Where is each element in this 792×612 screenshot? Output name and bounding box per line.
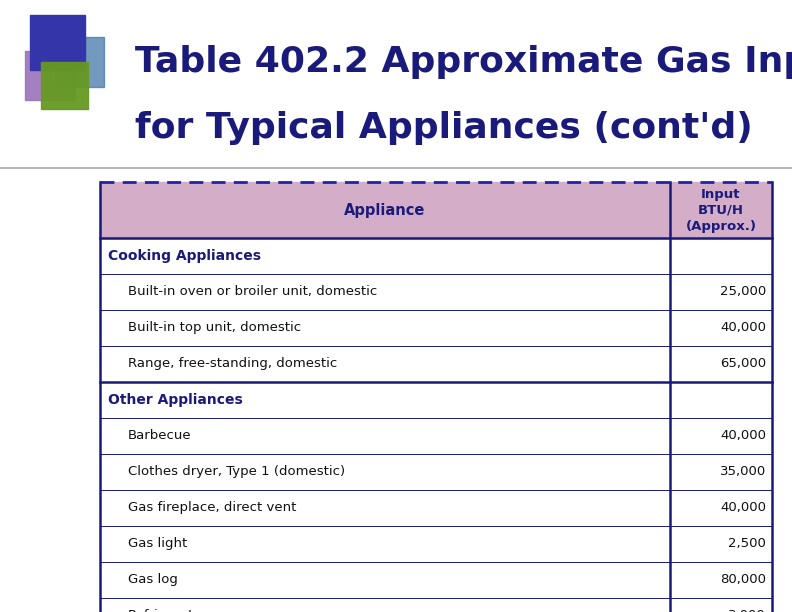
Text: for Typical Appliances (cont'd): for Typical Appliances (cont'd) — [135, 111, 752, 145]
Text: 2,500: 2,500 — [728, 537, 766, 551]
Bar — [100, 182, 772, 238]
Text: Other Appliances: Other Appliances — [108, 393, 243, 407]
Text: 3,000: 3,000 — [729, 610, 766, 612]
Text: 65,000: 65,000 — [720, 357, 766, 370]
Text: Input
BTU/H
(Approx.): Input BTU/H (Approx.) — [686, 187, 756, 233]
Text: Built-in oven or broiler unit, domestic: Built-in oven or broiler unit, domestic — [128, 286, 377, 299]
Text: 35,000: 35,000 — [720, 466, 766, 479]
Bar — [30, 15, 85, 70]
Text: Table 402.2 Approximate Gas Input: Table 402.2 Approximate Gas Input — [135, 45, 792, 79]
Text: 80,000: 80,000 — [720, 573, 766, 586]
Bar — [25, 51, 74, 100]
Text: Gas light: Gas light — [128, 537, 187, 551]
Text: Clothes dryer, Type 1 (domestic): Clothes dryer, Type 1 (domestic) — [128, 466, 345, 479]
Text: Built-in top unit, domestic: Built-in top unit, domestic — [128, 321, 301, 335]
Bar — [55, 37, 105, 86]
Text: Range, free-standing, domestic: Range, free-standing, domestic — [128, 357, 337, 370]
Text: 40,000: 40,000 — [720, 501, 766, 515]
Text: Cooking Appliances: Cooking Appliances — [108, 249, 261, 263]
Text: 25,000: 25,000 — [720, 286, 766, 299]
Text: 40,000: 40,000 — [720, 430, 766, 442]
Text: Appliance: Appliance — [345, 203, 425, 217]
Text: 40,000: 40,000 — [720, 321, 766, 335]
Text: Refrigerator: Refrigerator — [128, 610, 208, 612]
Text: Gas log: Gas log — [128, 573, 178, 586]
Text: Barbecue: Barbecue — [128, 430, 192, 442]
Bar — [41, 62, 88, 108]
Text: Gas fireplace, direct vent: Gas fireplace, direct vent — [128, 501, 296, 515]
